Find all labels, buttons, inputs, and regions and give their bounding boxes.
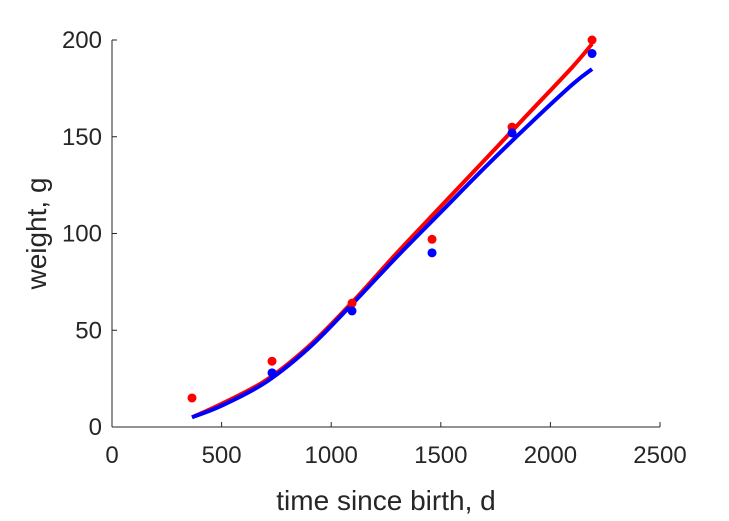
y-tick-label: 0: [89, 414, 102, 441]
x-tick-label: 500: [202, 442, 242, 469]
data-point: [187, 393, 197, 403]
data-point: [507, 128, 517, 138]
data-point: [267, 368, 277, 378]
data-point: [427, 248, 437, 258]
x-tick-label: 2000: [524, 442, 577, 469]
x-tick-label: 1000: [305, 442, 358, 469]
x-axis-label: time since birth, d: [276, 485, 495, 516]
data-point: [347, 298, 357, 308]
y-axis-label: weight, g: [21, 177, 52, 290]
axes: 0 500 1000 1500 2000 2500 0 50 100 150 200: [62, 27, 687, 469]
data-point: [427, 234, 437, 244]
plot-area: [187, 35, 597, 420]
x-tick-label: 2500: [633, 442, 686, 469]
data-point: [267, 356, 277, 366]
fit-line-3: [191, 67, 594, 420]
data-point: [347, 306, 357, 316]
x-tick-label: 1500: [414, 442, 467, 469]
data-point: [587, 49, 597, 59]
data-point: [587, 35, 597, 45]
y-tick-label: 150: [62, 124, 102, 151]
y-tick-label: 100: [62, 221, 102, 248]
y-axis-ticks: 0 50 100 150 200: [62, 27, 117, 441]
y-tick-label: 200: [62, 27, 102, 54]
x-tick-label: 0: [105, 442, 118, 469]
y-tick-label: 50: [75, 317, 102, 344]
x-axis-ticks: 0 500 1000 1500 2000 2500: [105, 422, 687, 469]
fit-line-2: [191, 42, 594, 420]
